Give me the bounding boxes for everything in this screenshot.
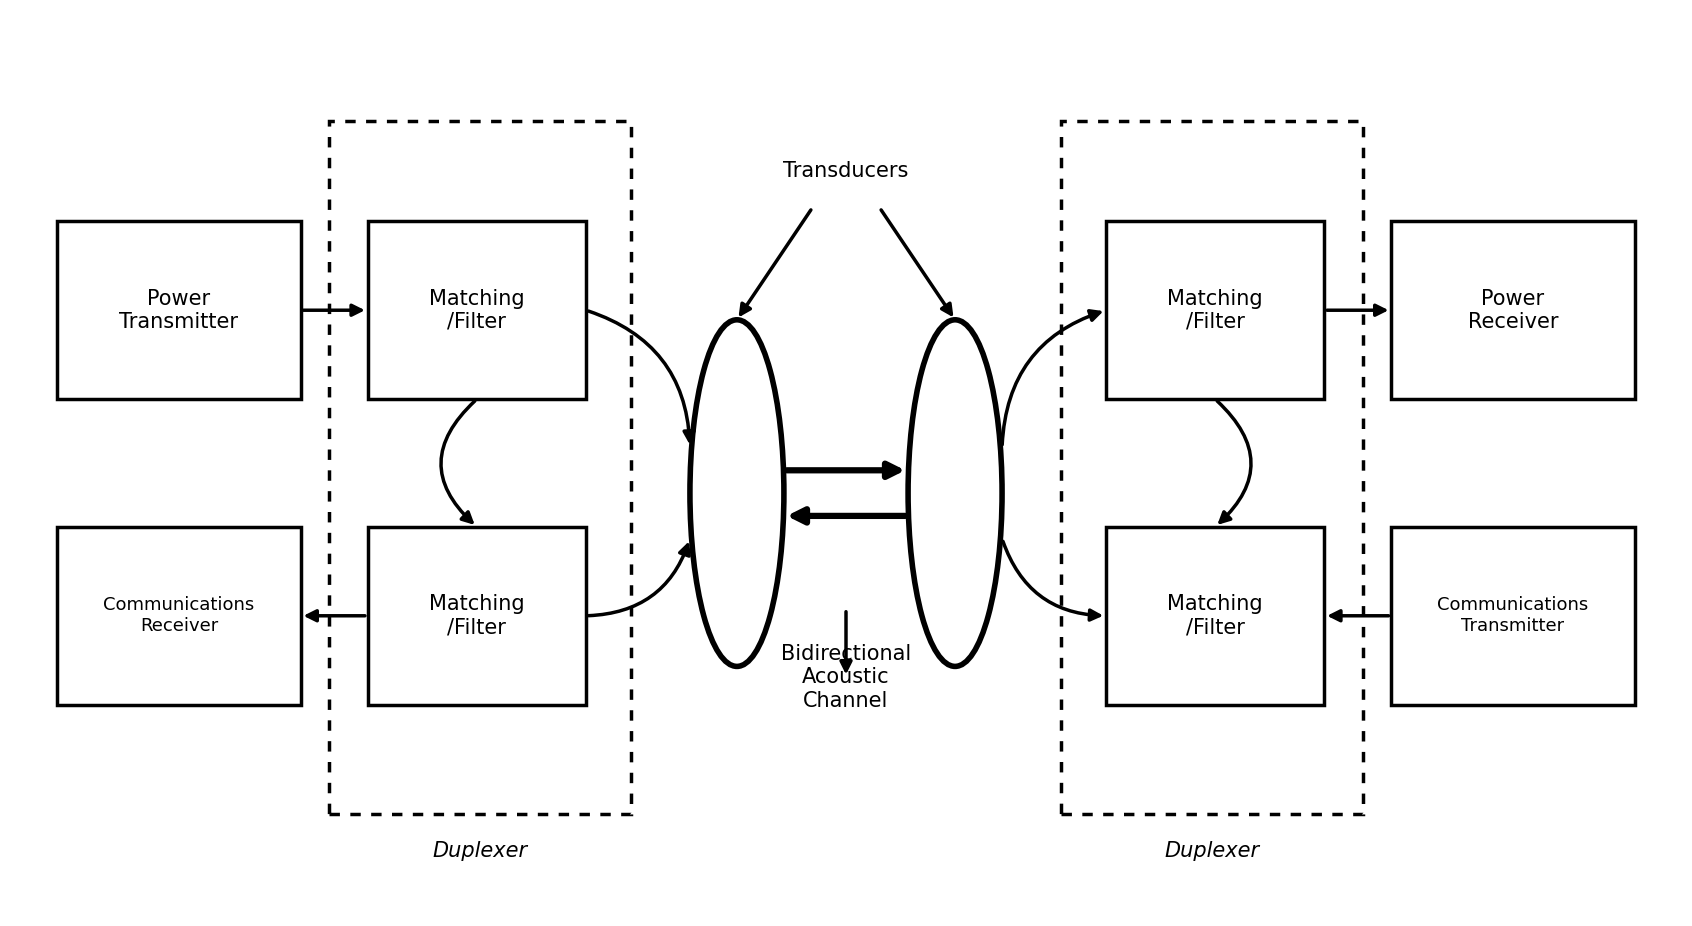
Text: Duplexer: Duplexer [1164, 841, 1259, 860]
Bar [367, 527, 585, 705]
Bar [58, 527, 301, 705]
Text: Bidirectional
Acoustic
Channel: Bidirectional Acoustic Channel [782, 644, 910, 710]
Text: Matching
/Filter: Matching /Filter [1167, 594, 1262, 637]
Bar [58, 221, 301, 399]
Text: Matching
/Filter: Matching /Filter [1167, 289, 1262, 332]
Bar [1107, 221, 1325, 399]
Bar [1391, 221, 1634, 399]
Text: Matching
/Filter: Matching /Filter [430, 594, 525, 637]
Bar [1107, 527, 1325, 705]
Text: Communications
Receiver: Communications Receiver [103, 596, 254, 635]
Ellipse shape [690, 319, 783, 667]
Text: Power
Transmitter: Power Transmitter [120, 289, 239, 332]
Text: Communications
Transmitter: Communications Transmitter [1438, 596, 1589, 635]
Text: Matching
/Filter: Matching /Filter [430, 289, 525, 332]
Text: Transducers: Transducers [783, 161, 909, 181]
Bar [1061, 121, 1362, 814]
Text: Power
Receiver: Power Receiver [1467, 289, 1558, 332]
Bar [330, 121, 631, 814]
Ellipse shape [909, 319, 1002, 667]
Text: Duplexer: Duplexer [433, 841, 528, 860]
Bar [367, 221, 585, 399]
Bar [1391, 527, 1634, 705]
